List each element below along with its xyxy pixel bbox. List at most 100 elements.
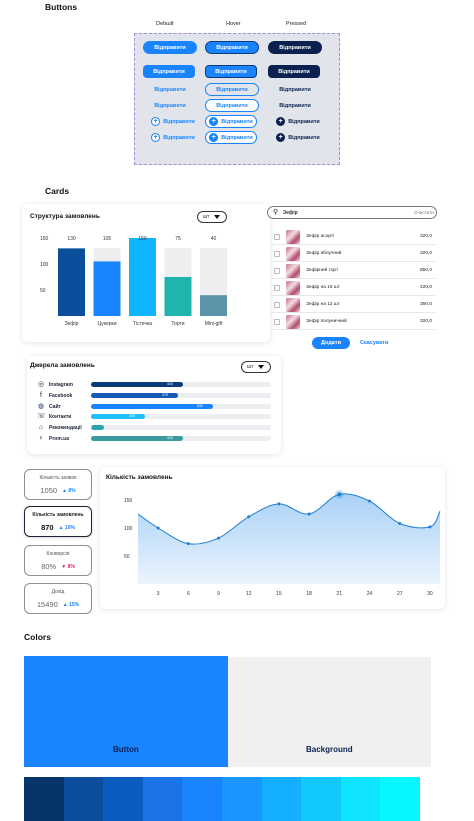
kpi-card[interactable]: Кількість замовлень 870 ▲ 10%: [24, 506, 92, 537]
primary-pill-button-hover[interactable]: Відправити: [205, 41, 259, 54]
icon-button-hover[interactable]: + Відправити: [205, 115, 257, 128]
primary-pill-button-pressed[interactable]: Відправити: [268, 41, 322, 54]
color-scale-swatch: [103, 777, 143, 821]
colors-section-title: Colors: [24, 632, 51, 642]
product-checkbox[interactable]: [274, 301, 280, 308]
icon-button-pressed-2[interactable]: + Відправити: [268, 131, 328, 144]
x-tick-label: 6: [187, 591, 190, 597]
clear-search-button[interactable]: Очистити: [414, 210, 434, 215]
color-scale-swatch: [63, 777, 104, 821]
text-button-hover[interactable]: Відправити: [205, 83, 259, 96]
prom-icon: ♀: [38, 435, 44, 442]
product-price: 850,0: [420, 268, 433, 273]
column-hover: Hover: [226, 21, 241, 27]
kpi-delta: ▼ 8%: [61, 563, 75, 570]
text-button-pressed[interactable]: Відправити: [279, 86, 311, 93]
plus-icon: +: [151, 133, 161, 142]
bar-category-label: Цукерки: [98, 321, 117, 327]
product-row[interactable]: Зефір асорті 320,0: [270, 229, 436, 245]
bar-value-label: 75: [175, 236, 181, 242]
kpi-card[interactable]: Конверсія 80% ▼ 8%: [24, 545, 92, 576]
product-checkbox[interactable]: [274, 250, 280, 257]
bar-value-label: 150: [138, 236, 147, 242]
product-row[interactable]: Зефір на 12 шт 350,0: [270, 297, 436, 313]
kpi-card[interactable]: Дохід 15490 ▲ 15%: [24, 583, 92, 614]
data-point: [398, 522, 402, 526]
source-label: Instagram: [49, 382, 73, 388]
icon-button-default[interactable]: + Відправити: [143, 115, 203, 128]
kpi-label: Конверсія: [46, 551, 70, 557]
icon-button-default-2[interactable]: + Відправити: [143, 131, 203, 144]
recommendations-icon: ⌂: [38, 424, 44, 432]
outline-button-pressed[interactable]: Відправити: [279, 102, 311, 109]
product-name: Зефір полуничний: [306, 319, 347, 324]
color-scale-swatch: [221, 777, 262, 821]
product-checkbox[interactable]: [274, 318, 280, 325]
product-row[interactable]: Зефірний торт 850,0: [270, 263, 436, 279]
product-checkbox[interactable]: [274, 284, 280, 291]
primary-rect-button-hover[interactable]: Відправити: [205, 65, 257, 78]
icon-button-pressed[interactable]: + Відправити: [268, 115, 328, 128]
source-bar: 530: [91, 403, 213, 409]
product-row[interactable]: Зефір на 16 шт 420,0: [270, 280, 436, 296]
color-scale-swatch: [301, 777, 341, 821]
text-button-default[interactable]: Відправити: [154, 86, 186, 93]
search-input[interactable]: ⚲ Зефір Очистити: [267, 206, 437, 219]
button-color-swatch: Button: [24, 656, 228, 767]
product-name: Зефір асорті: [306, 234, 335, 239]
orders-count-card: Кількість замовлень 150 100 50 3 6 9 12 15 18 21 2…: [100, 467, 445, 609]
x-tick-label: 24: [367, 591, 373, 597]
kpi-card[interactable]: Кількість заявок 1050 ▲ 8%: [24, 469, 92, 500]
order-structure-title: Структура замовлень: [30, 213, 100, 220]
source-bar: 400: [91, 436, 183, 441]
data-point: [277, 502, 281, 506]
primary-rect-button-pressed[interactable]: Відправити: [268, 65, 320, 78]
contacts-icon: ☏: [37, 413, 46, 421]
product-name: Зефір на 12 шт: [306, 302, 340, 307]
cancel-button[interactable]: Скасувати: [360, 340, 389, 346]
series-line: [137, 493, 441, 545]
source-value: 400: [167, 382, 173, 386]
data-point: [307, 512, 311, 516]
data-point: [428, 525, 432, 529]
arrow-down-icon: ▼: [61, 563, 67, 570]
product-name: Зефір на 16 шт: [306, 285, 340, 290]
plus-icon: +: [209, 133, 219, 142]
unit-select[interactable]: шт: [197, 211, 227, 223]
orders-count-chart: 150 100 50 3 6 9 12 15 18 21 24 27 30: [124, 489, 441, 597]
kpi-delta: ▲ 15%: [62, 601, 80, 608]
kpi-value: 80%: [41, 562, 57, 571]
product-name: Зефірний торт: [306, 268, 339, 273]
product-row[interactable]: Зефір яблучний 320,0: [270, 246, 436, 262]
plus-icon: +: [209, 117, 219, 126]
source-value: 375: [162, 392, 168, 397]
unit-select[interactable]: шт: [241, 361, 271, 373]
outline-button-hover[interactable]: Відправити: [205, 99, 259, 112]
product-thumbnail: [286, 229, 300, 244]
product-checkbox[interactable]: [274, 267, 280, 274]
source-row: f Facebook: [37, 391, 95, 401]
product-row[interactable]: Зефір полуничний 320,0: [270, 314, 436, 330]
source-bar-track: 55: [88, 425, 271, 431]
icon-button-hover-2[interactable]: + Відправити: [205, 131, 257, 144]
outline-button-default[interactable]: Відправити: [154, 102, 186, 109]
source-row: ◍ Сайт: [37, 402, 95, 412]
order-sources-title: Джерела замовлень: [30, 362, 95, 369]
source-bar: 375: [91, 392, 178, 398]
source-label: Рекомендації: [49, 425, 82, 432]
primary-pill-button-default[interactable]: Відправити: [143, 41, 197, 54]
color-scale-swatch: [340, 777, 381, 821]
source-bar-track: 375: [91, 392, 271, 398]
add-button[interactable]: Додати: [312, 337, 350, 349]
column-pressed: Pressed: [286, 21, 307, 27]
data-point: [186, 542, 190, 546]
product-price: 350,0: [420, 302, 433, 307]
bar: [164, 277, 192, 316]
instagram-icon: ◎: [37, 381, 45, 388]
primary-rect-button-default[interactable]: Відправити: [143, 65, 195, 78]
kpi-value: 1050: [40, 486, 58, 495]
product-checkbox[interactable]: [274, 233, 280, 240]
source-row: ☏ Контакти: [37, 412, 95, 422]
x-tick-label: 21: [337, 591, 343, 597]
source-row: ♀ Prom.ua: [37, 434, 95, 444]
